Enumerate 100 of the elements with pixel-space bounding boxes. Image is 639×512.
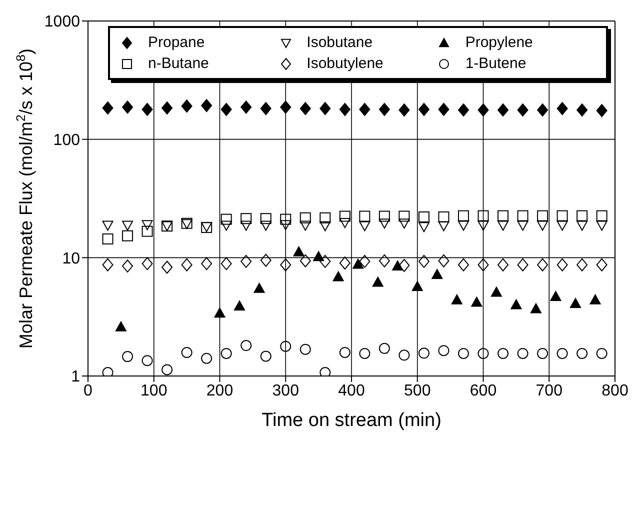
x-tick-label: 500	[404, 382, 431, 400]
point	[300, 254, 311, 268]
point	[181, 100, 192, 113]
point	[418, 211, 430, 222]
point	[378, 210, 390, 222]
point	[234, 300, 246, 311]
point	[280, 340, 292, 352]
point	[220, 220, 232, 231]
point	[254, 282, 265, 293]
point	[320, 254, 331, 268]
point	[537, 220, 548, 231]
point	[517, 348, 528, 359]
point	[438, 221, 450, 232]
point	[478, 210, 489, 222]
point	[142, 102, 153, 116]
point	[556, 210, 568, 222]
point	[570, 298, 581, 308]
point	[320, 102, 331, 116]
point	[339, 218, 350, 228]
point	[220, 102, 232, 116]
point	[339, 210, 350, 222]
point	[260, 254, 272, 267]
point	[537, 210, 548, 222]
legend-label: n-Butane	[148, 55, 209, 72]
point	[478, 258, 489, 272]
y-tick-label: 10	[62, 250, 80, 268]
x-tick-label: 700	[536, 382, 563, 400]
point	[418, 348, 430, 359]
point	[260, 213, 272, 224]
point	[438, 102, 450, 116]
point	[451, 294, 462, 304]
x-tick-label: 200	[206, 382, 234, 400]
point	[576, 348, 588, 359]
point	[432, 269, 443, 280]
point	[498, 348, 509, 359]
point	[537, 348, 548, 359]
point	[201, 352, 212, 364]
point	[339, 256, 350, 270]
point	[320, 221, 331, 232]
point	[115, 321, 126, 332]
point	[556, 102, 568, 116]
point	[596, 104, 608, 118]
point	[162, 101, 173, 114]
point	[359, 210, 370, 222]
point	[510, 299, 522, 310]
point	[122, 220, 134, 231]
point	[122, 260, 134, 273]
point	[280, 220, 292, 230]
point	[498, 258, 509, 272]
point	[378, 342, 390, 354]
point	[517, 220, 528, 231]
point	[300, 344, 311, 355]
y-tick-label: 100	[53, 132, 80, 150]
point	[220, 214, 232, 225]
point	[240, 340, 252, 352]
point	[240, 254, 252, 268]
point	[398, 210, 410, 222]
point	[201, 99, 212, 112]
point	[418, 254, 430, 268]
point	[201, 257, 212, 270]
x-axis-title: Time on stream (min)	[262, 410, 442, 431]
point	[313, 251, 324, 262]
point	[458, 348, 469, 359]
point	[438, 345, 450, 356]
point	[596, 258, 608, 272]
point	[517, 210, 528, 222]
point	[576, 103, 588, 116]
point	[240, 220, 252, 231]
point	[122, 100, 134, 114]
point	[181, 258, 192, 272]
y-tick-label: 1000	[44, 14, 80, 31]
point	[438, 211, 450, 222]
point	[530, 303, 542, 314]
point	[517, 258, 528, 272]
point	[359, 102, 370, 116]
point	[181, 346, 192, 358]
point	[293, 246, 304, 256]
point	[320, 367, 331, 376]
point	[458, 258, 469, 272]
point	[359, 254, 370, 268]
legend-label: Isobutane	[306, 34, 373, 51]
point	[102, 367, 114, 376]
point	[220, 257, 232, 270]
point	[498, 210, 509, 222]
point	[378, 254, 390, 268]
point	[122, 351, 134, 362]
point	[458, 220, 469, 231]
point	[142, 355, 153, 366]
point	[214, 308, 226, 318]
point	[576, 220, 588, 231]
point	[260, 102, 272, 116]
point	[162, 364, 173, 376]
point	[300, 220, 311, 231]
point	[458, 210, 469, 222]
point	[478, 220, 489, 231]
point	[392, 260, 404, 271]
point	[438, 254, 450, 268]
point	[359, 221, 370, 232]
point	[576, 210, 588, 222]
point	[590, 294, 601, 304]
